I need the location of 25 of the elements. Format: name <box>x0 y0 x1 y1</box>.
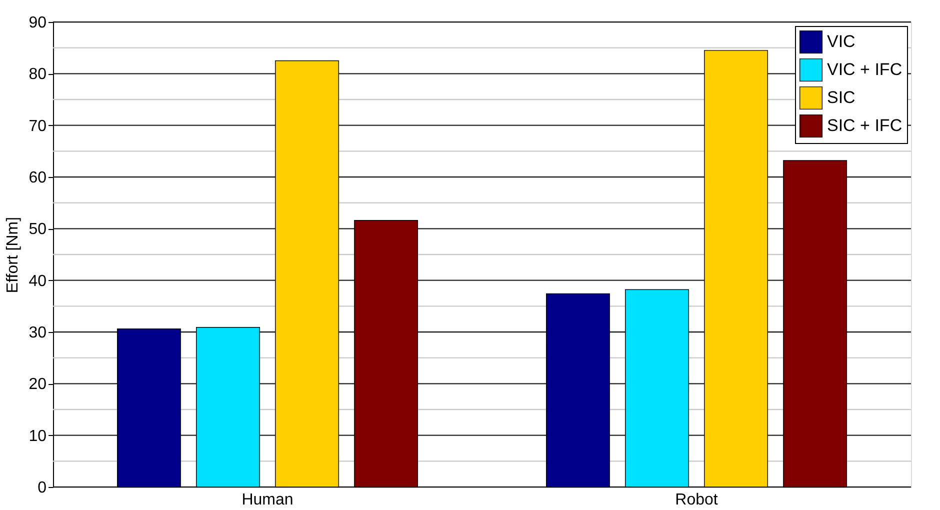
y-tick-label: 30 <box>28 324 47 342</box>
y-tick-label: 70 <box>28 118 47 135</box>
bar <box>354 220 418 488</box>
bar <box>625 289 689 488</box>
y-tick-label: 60 <box>28 170 47 186</box>
y-tick-label: 80 <box>28 66 47 84</box>
legend-label: VIC <box>827 32 856 51</box>
legend-label: VIC + IFC <box>827 60 902 79</box>
bar <box>783 160 847 488</box>
bar <box>704 50 768 488</box>
x-tick-label: Human <box>242 492 294 508</box>
y-tick-label: 40 <box>28 272 47 290</box>
y-tick-label: 50 <box>28 221 47 238</box>
y-tick-label: 20 <box>28 376 47 394</box>
bar <box>117 328 181 488</box>
bar <box>196 327 260 488</box>
y-tick-label: 10 <box>28 428 47 445</box>
bar <box>546 293 610 488</box>
y-tick-label: 90 <box>28 14 47 32</box>
y-axis-title: Effort [Nm] <box>4 216 22 294</box>
bar <box>275 60 339 488</box>
y-tick-label: 0 <box>38 480 47 496</box>
x-tick-label: Robot <box>675 492 718 508</box>
legend-label: SIC <box>827 88 856 107</box>
legend-label: SIC + IFC <box>827 116 902 135</box>
